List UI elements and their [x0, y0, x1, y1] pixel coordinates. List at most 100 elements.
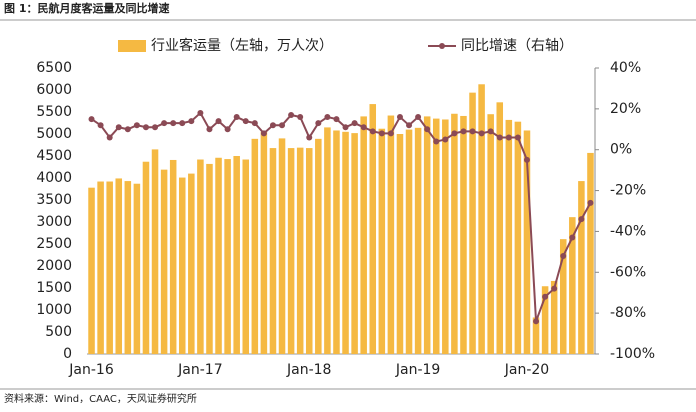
bar: [469, 92, 476, 354]
line-point: [124, 126, 131, 133]
line-point: [569, 234, 576, 241]
bar: [315, 138, 322, 354]
line-point: [424, 126, 431, 133]
line-point: [433, 138, 440, 145]
bar: [242, 159, 250, 354]
y-tick-label: 5500: [36, 104, 72, 120]
chart-title: 图 1：民航月度客运量及同比增速: [4, 1, 169, 15]
line-point: [451, 130, 458, 137]
line-point: [514, 134, 521, 141]
line-point: [587, 199, 594, 206]
bar: [442, 119, 449, 354]
y-tick-label: 3000: [36, 214, 72, 230]
bar: [142, 161, 150, 354]
y-tick-label: 4500: [36, 148, 72, 164]
line-point: [188, 118, 195, 125]
bar: [550, 280, 558, 354]
bar: [387, 115, 395, 355]
bar: [124, 181, 132, 354]
bar: [224, 159, 231, 354]
y-tick-label: 2500: [36, 236, 72, 252]
line-point: [533, 318, 540, 325]
y2-tick-label: 20%: [610, 101, 641, 117]
bar: [151, 149, 159, 354]
line-point: [297, 114, 304, 121]
line-point: [233, 114, 240, 121]
bar: [478, 84, 485, 354]
line-point: [523, 156, 530, 163]
line-point: [542, 293, 549, 300]
y2-tick-label: 40%: [610, 60, 641, 76]
bar: [269, 148, 277, 354]
y2-tick-label: -40%: [610, 223, 646, 239]
line-point: [251, 120, 258, 127]
bar: [115, 178, 123, 354]
line-point: [279, 122, 286, 129]
bar: [541, 286, 549, 354]
y-tick-label: 5000: [36, 126, 72, 142]
y2-tick-label: -60%: [610, 264, 646, 280]
y2-tick-label: 0%: [610, 142, 632, 158]
bar: [559, 239, 567, 354]
bar: [451, 113, 458, 354]
line-point: [505, 134, 512, 141]
line-point: [269, 122, 276, 129]
line-point: [206, 126, 213, 133]
line-point: [288, 111, 295, 118]
y-tick-label: 1500: [36, 280, 72, 296]
bar: [233, 156, 240, 354]
y-tick-label: 500: [45, 324, 72, 340]
line-point: [197, 109, 204, 116]
line-point: [469, 128, 476, 135]
line-point: [315, 120, 322, 127]
line-point: [324, 114, 331, 121]
y-tick-label: 0: [63, 346, 72, 362]
bar: [97, 181, 104, 354]
bar: [414, 127, 422, 354]
bar: [505, 119, 513, 354]
bar: [460, 115, 467, 355]
bar: [287, 148, 295, 354]
bar: [378, 128, 386, 354]
line-point: [342, 124, 349, 131]
bar: [133, 183, 141, 354]
line-point: [578, 216, 585, 223]
line-point: [396, 114, 403, 121]
line-point: [242, 118, 249, 125]
line-point: [442, 136, 449, 143]
bar: [360, 116, 367, 355]
y-tick-label: 6000: [36, 82, 72, 98]
x-tick-label: Jan-19: [395, 362, 440, 378]
line-point: [115, 124, 122, 131]
bar: [296, 147, 304, 354]
y2-tick-label: -100%: [610, 346, 655, 362]
bar: [487, 114, 494, 354]
x-tick-label: Jan-16: [68, 362, 114, 378]
bar: [532, 317, 540, 354]
bar: [514, 121, 522, 355]
line-point: [88, 116, 95, 123]
x-tick-label: Jan-18: [286, 362, 331, 378]
line-point: [551, 285, 558, 292]
line-point: [170, 120, 177, 127]
line-point: [351, 120, 358, 127]
bar: [578, 181, 585, 354]
bar: [169, 159, 177, 354]
line-point: [142, 124, 149, 131]
y-tick-label: 6500: [36, 60, 72, 76]
legend-label: 行业客运量（左轴，万人次）: [151, 37, 333, 54]
bar: [206, 163, 213, 354]
bar: [432, 118, 440, 354]
bar: [369, 104, 377, 354]
bar: [342, 131, 349, 354]
line-point: [133, 122, 140, 129]
bar: [396, 134, 404, 354]
line-point: [306, 134, 313, 141]
y-tick-label: 2000: [36, 258, 72, 274]
y-tick-label: 1000: [36, 302, 72, 318]
bar: [423, 116, 431, 355]
source: 资料来源：Wind，CAAC，天风证券研究所: [4, 392, 197, 405]
y2-tick-label: -20%: [610, 183, 646, 199]
line-point: [387, 130, 394, 137]
